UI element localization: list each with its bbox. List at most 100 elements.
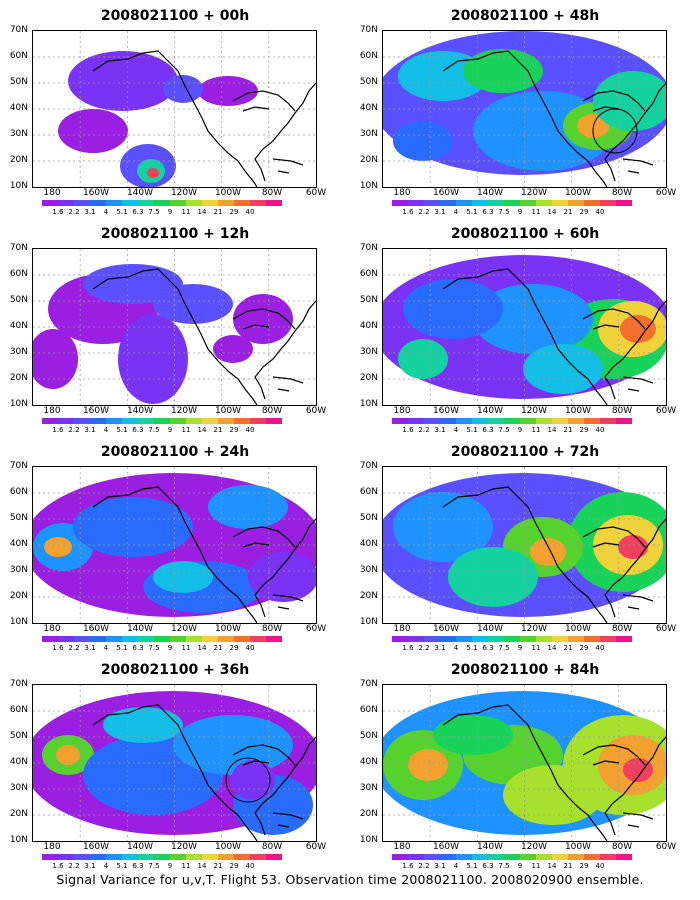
coastline	[582, 308, 646, 330]
longitude-label: 120W	[170, 406, 198, 416]
colorbar-swatch	[234, 636, 250, 642]
colorbar-level: 3.1	[434, 644, 446, 652]
colorbar-level: 4	[453, 862, 459, 870]
forecast-panel: 2008021100 + 00h 70N 60N 50N 40N 30N 20N 10N 180…	[10, 8, 326, 218]
longitude-label: 100W	[564, 188, 592, 198]
colorbar-swatch	[250, 636, 266, 642]
latitude-label: 30N	[9, 783, 28, 793]
colorbar-level: 7.5	[498, 862, 510, 870]
colorbar-swatch	[74, 854, 90, 860]
coastline	[442, 704, 666, 841]
forecast-panel: 2008021100 + 84h 70N 60N 50N 40N 30N 20N 10N 180…	[360, 662, 676, 872]
colorbar-level: 29	[579, 862, 589, 870]
longitude-label: 100W	[214, 624, 242, 634]
variance-contour	[56, 745, 80, 765]
latitude-label: 60N	[359, 51, 378, 61]
latitude-label: 50N	[9, 731, 28, 741]
colorbar-level: 14	[197, 644, 207, 652]
map-svg	[33, 249, 316, 405]
latitude-label: 50N	[359, 77, 378, 87]
colorbar-level: 29	[229, 426, 239, 434]
colorbar-level: 4	[103, 426, 109, 434]
colorbar-swatch	[616, 636, 632, 642]
coastline	[582, 744, 646, 766]
colorbar-level: 40	[595, 426, 605, 434]
colorbar-swatch	[568, 636, 584, 642]
colorbar-swatch	[90, 636, 106, 642]
colorbar-swatch	[504, 854, 520, 860]
colorbar-swatch	[218, 200, 234, 206]
colorbar-swatch	[520, 418, 536, 424]
map-svg	[33, 31, 316, 187]
longitude-label: 160W	[432, 406, 460, 416]
colorbar-swatch	[154, 418, 170, 424]
colorbar-swatch	[170, 636, 186, 642]
latitude-label: 50N	[359, 731, 378, 741]
colorbar-swatch	[250, 854, 266, 860]
colorbar-level: 4	[453, 644, 459, 652]
longitude-label: 100W	[564, 842, 592, 852]
colorbar-level: 2.2	[68, 426, 80, 434]
variance-contour	[398, 339, 448, 379]
panel-title: 2008021100 + 12h	[100, 226, 250, 242]
variance-contour	[448, 547, 538, 607]
colorbar-swatch	[154, 636, 170, 642]
coastline	[622, 812, 654, 828]
latitude-label: 50N	[9, 77, 28, 87]
variance-contour	[523, 344, 603, 394]
colorbar-level: 6.3	[132, 208, 144, 216]
colorbar-swatch	[584, 418, 600, 424]
forecast-panel: 2008021100 + 12h 70N 60N 50N 40N 30N 20N 10N 180…	[10, 226, 326, 436]
map-svg	[33, 685, 316, 841]
colorbar-swatch	[42, 636, 58, 642]
forecast-panel: 2008021100 + 36h 70N 60N 50N 40N 30N 20N 10N 180…	[10, 662, 326, 872]
longitude-label: 140W	[476, 188, 504, 198]
longitude-label: 160W	[432, 842, 460, 852]
colorbar-level: 9	[517, 426, 523, 434]
colorbar-swatch	[42, 200, 58, 206]
colorbar-level: 5.1	[116, 644, 128, 652]
colorbar-swatch	[234, 854, 250, 860]
colorbar-swatch	[600, 200, 616, 206]
colorbar-swatch	[552, 200, 568, 206]
colorbar-level: 5.1	[466, 862, 478, 870]
colorbar-swatch	[552, 418, 568, 424]
colorbar-swatch	[472, 418, 488, 424]
colorbar-level: 3.1	[434, 862, 446, 870]
latitude-label: 20N	[9, 591, 28, 601]
colorbar-level: 2.2	[418, 644, 430, 652]
colorbar-swatch	[408, 418, 424, 424]
colorbar-level: 1.6	[402, 426, 414, 434]
colorbar-swatch	[408, 200, 424, 206]
colorbar-level: 3.1	[434, 208, 446, 216]
colorbar-level: 40	[245, 426, 255, 434]
variance-contour	[213, 335, 253, 363]
colorbar-swatch	[552, 854, 568, 860]
colorbar-level: 21	[213, 862, 223, 870]
colorbar-level: 2.2	[418, 426, 430, 434]
colorbar-swatch	[74, 200, 90, 206]
variance-map	[32, 466, 317, 624]
longitude-label: 160W	[82, 624, 110, 634]
colorbar-swatch	[536, 854, 552, 860]
variance-map	[382, 684, 667, 842]
colorbar-level: 2.2	[418, 208, 430, 216]
colorbar-swatch	[440, 636, 456, 642]
latitude-label: 70N	[9, 679, 28, 689]
colorbar-swatch	[488, 636, 504, 642]
colorbar-swatch	[58, 200, 74, 206]
longitude-label: 140W	[476, 842, 504, 852]
colorbar-swatch	[424, 200, 440, 206]
colorbar-swatch	[218, 636, 234, 642]
panel-title: 2008021100 + 36h	[100, 662, 250, 678]
colorbar-swatch	[170, 418, 186, 424]
longitude-label: 60W	[655, 842, 677, 852]
latitude-label: 20N	[359, 591, 378, 601]
coastline	[92, 704, 316, 841]
colorbar-swatch	[472, 636, 488, 642]
colorbar-swatch	[488, 200, 504, 206]
colorbar-swatch	[186, 636, 202, 642]
colorbar-swatch	[138, 200, 154, 206]
coastline	[272, 376, 304, 392]
forecast-panel: 2008021100 + 60h 70N 60N 50N 40N 30N 20N 10N 180…	[360, 226, 676, 436]
